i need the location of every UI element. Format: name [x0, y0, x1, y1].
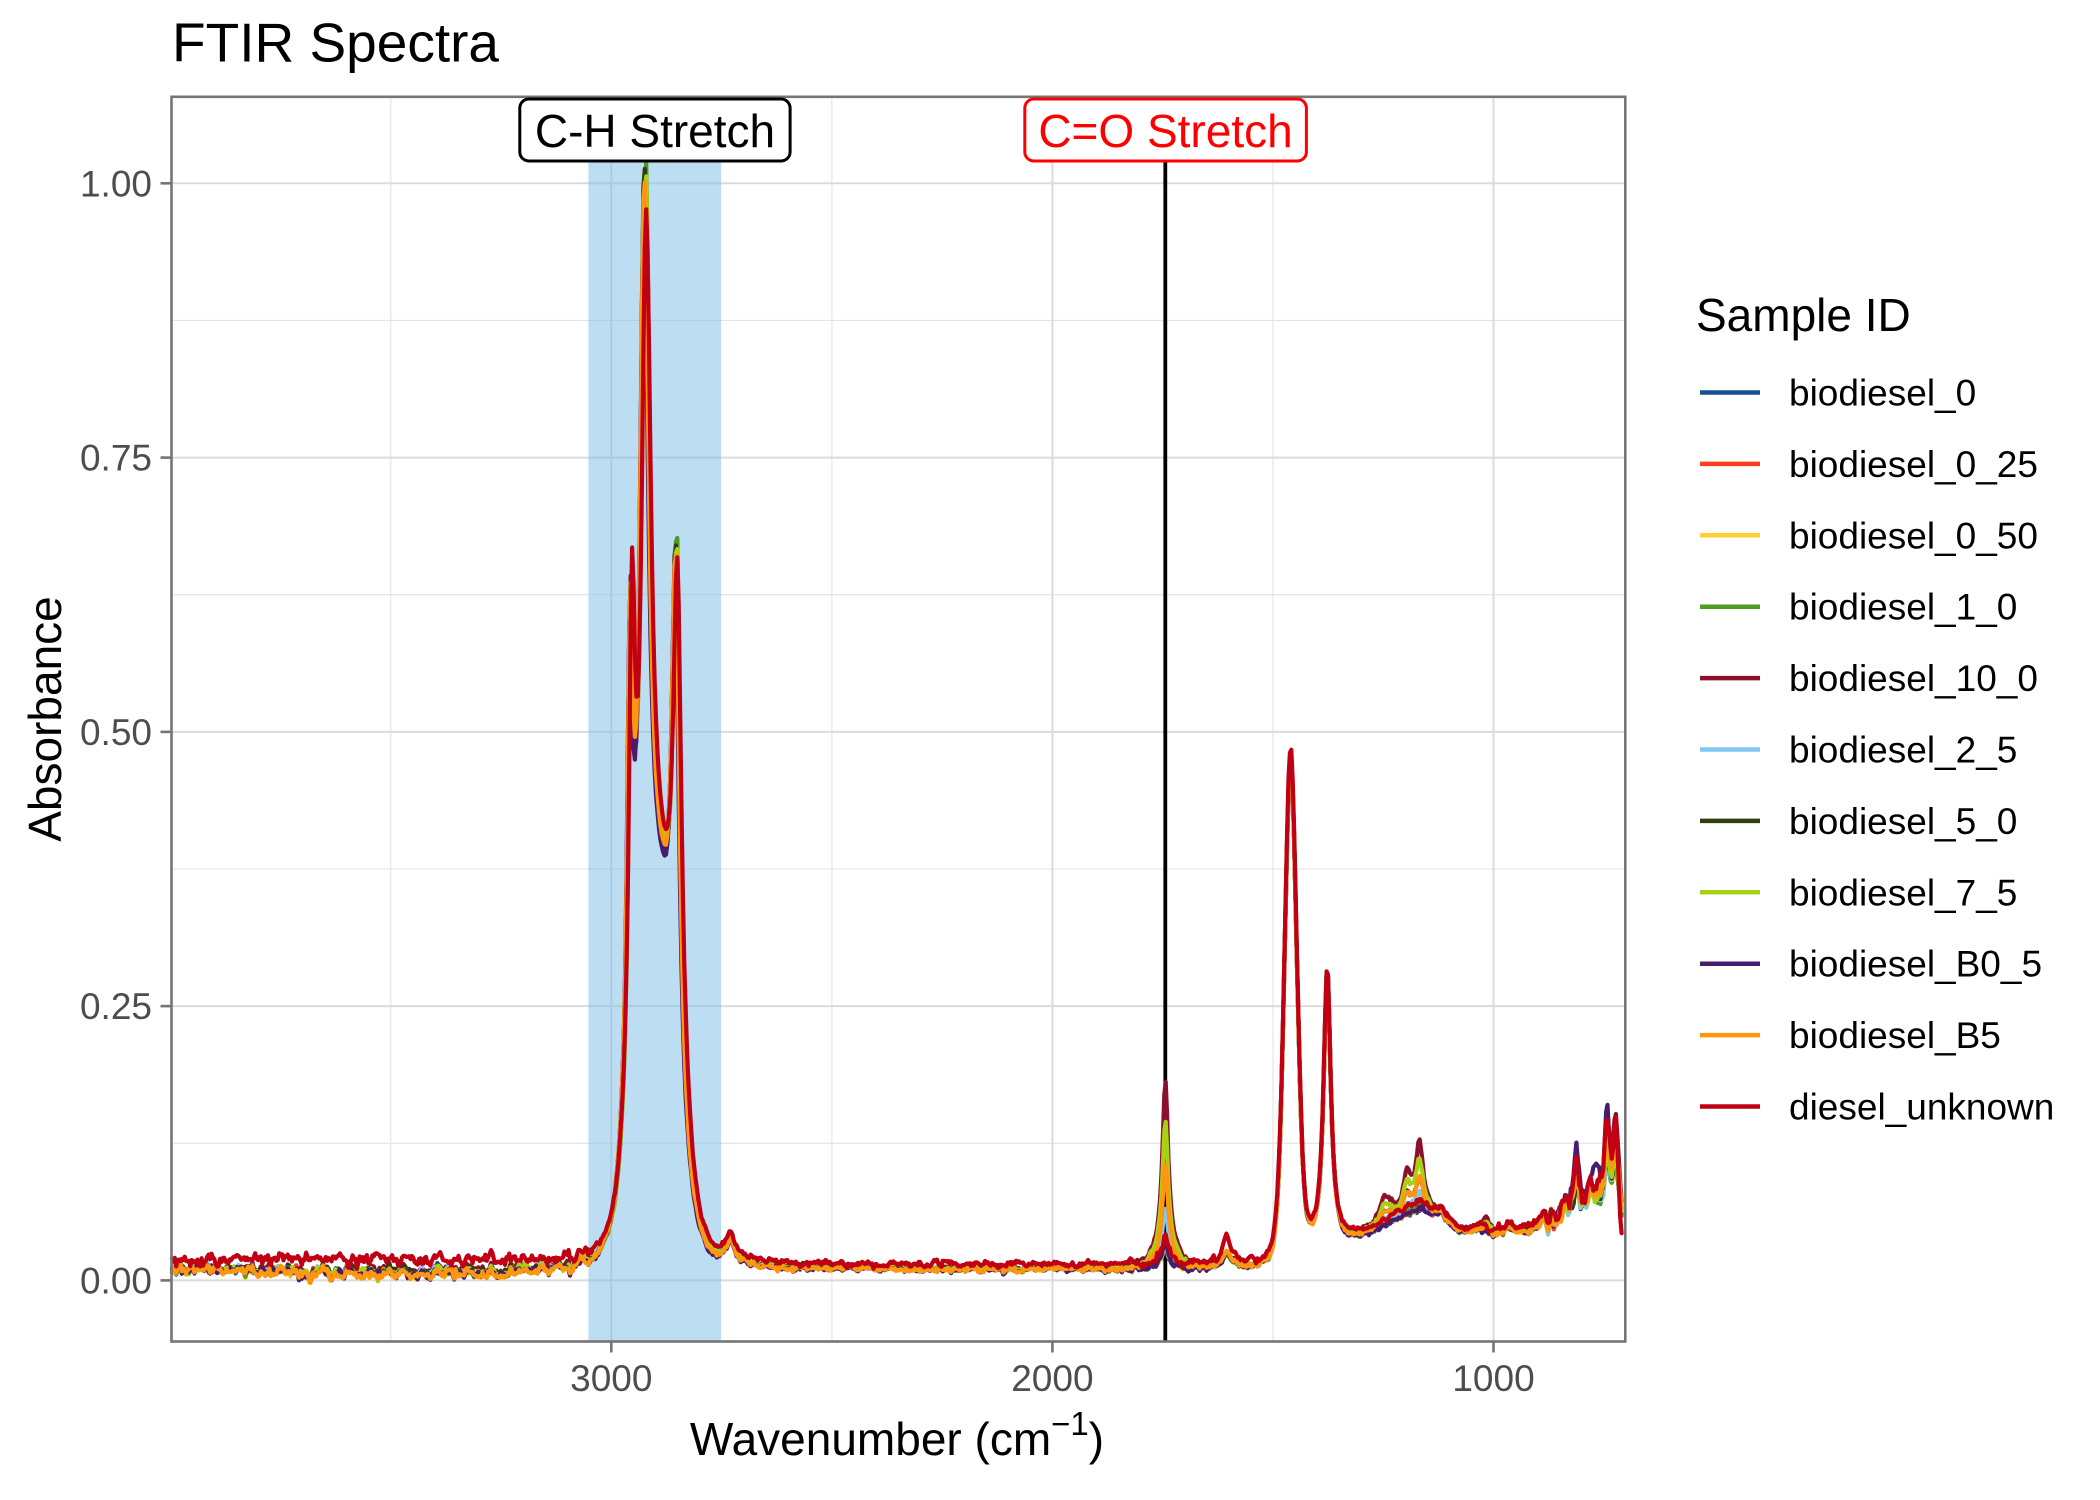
svg-text:biodiesel_2_5: biodiesel_2_5 — [1789, 730, 2017, 771]
svg-text:0.25: 0.25 — [80, 986, 152, 1027]
svg-text:biodiesel_0_50: biodiesel_0_50 — [1789, 515, 2038, 556]
svg-text:Sample ID: Sample ID — [1696, 289, 1911, 341]
svg-text:0.50: 0.50 — [80, 712, 152, 753]
svg-text:biodiesel_1_0: biodiesel_1_0 — [1789, 587, 2017, 628]
svg-text:2000: 2000 — [1011, 1358, 1093, 1399]
svg-text:Absorbance: Absorbance — [19, 596, 71, 842]
svg-text:diesel_unknown: diesel_unknown — [1789, 1087, 2054, 1128]
svg-text:Wavenumber (cm−1): Wavenumber (cm−1) — [690, 1405, 1104, 1465]
svg-text:biodiesel_7_5: biodiesel_7_5 — [1789, 872, 2017, 913]
svg-text:1000: 1000 — [1452, 1358, 1534, 1399]
svg-text:0.75: 0.75 — [80, 438, 152, 479]
svg-text:1.00: 1.00 — [80, 163, 152, 204]
svg-text:biodiesel_0_25: biodiesel_0_25 — [1789, 444, 2038, 485]
svg-text:FTIR Spectra: FTIR Spectra — [172, 12, 499, 74]
svg-text:C-H Stretch: C-H Stretch — [535, 105, 775, 157]
svg-text:biodiesel_0: biodiesel_0 — [1789, 373, 1976, 414]
svg-text:biodiesel_B5: biodiesel_B5 — [1789, 1015, 2001, 1056]
svg-text:3000: 3000 — [570, 1358, 652, 1399]
svg-text:biodiesel_5_0: biodiesel_5_0 — [1789, 801, 2017, 842]
svg-text:biodiesel_10_0: biodiesel_10_0 — [1789, 658, 2038, 699]
svg-text:0.00: 0.00 — [80, 1260, 152, 1301]
svg-text:biodiesel_B0_5: biodiesel_B0_5 — [1789, 944, 2042, 985]
svg-text:C=O Stretch: C=O Stretch — [1038, 105, 1292, 157]
